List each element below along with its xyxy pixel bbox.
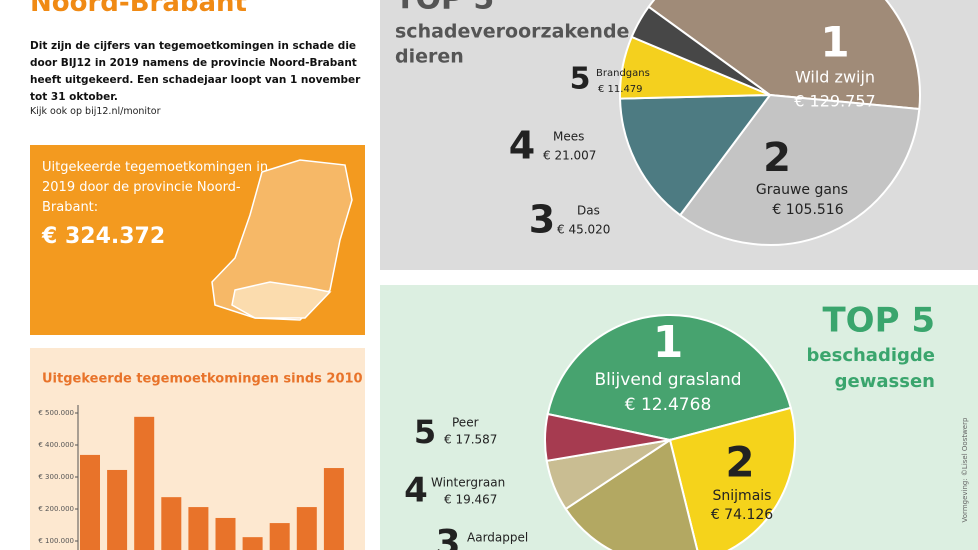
panel-subtitle: beschadigde	[807, 345, 935, 366]
map-nl	[211, 159, 353, 321]
value-label: € 129.757	[794, 92, 875, 111]
pie-slice	[647, 0, 921, 111]
category-label: Brandgans	[596, 68, 650, 79]
bar	[107, 469, 128, 550]
panel-subtitle: gewassen	[835, 371, 935, 392]
bar	[323, 468, 344, 550]
value-label: € 21.007	[543, 149, 596, 163]
value-label: € 57.424	[467, 549, 520, 550]
bar	[80, 454, 100, 550]
rank: 5	[570, 62, 591, 97]
category-label: Peer	[452, 416, 479, 430]
bar	[134, 416, 155, 550]
panel-subtitle: dieren	[395, 46, 464, 68]
pie-slice	[619, 93, 773, 217]
value-label: € 11.479	[598, 84, 643, 95]
credit: Vormgeving: ©Lisel Oostwerp	[961, 417, 969, 522]
rank: 1	[820, 18, 849, 67]
pie-slice	[630, 5, 771, 96]
pie-slice	[564, 438, 699, 550]
rank: 4	[404, 471, 428, 511]
y-tick-label: € 300.000	[38, 473, 74, 481]
value-label: € 17.587	[444, 433, 497, 447]
bar	[215, 517, 236, 550]
rank: 2	[725, 438, 754, 487]
map-brabant	[231, 281, 332, 319]
intro-text: Dit zijn de cijfers van tegemoetkomingen…	[30, 40, 361, 103]
bar	[242, 537, 263, 550]
panel-subtitle: schadeveroorzakende	[395, 21, 629, 43]
y-tick-label: € 200.000	[38, 505, 74, 513]
rank: 1	[653, 317, 684, 368]
pie-slice	[546, 314, 793, 442]
value-label: € 45.020	[557, 223, 610, 237]
category-label: Wintergraan	[431, 476, 505, 490]
rank: 2	[763, 135, 791, 181]
pie-slice	[678, 93, 921, 246]
rank: 5	[414, 413, 436, 451]
category-label: Das	[577, 204, 600, 218]
rank: 4	[509, 124, 535, 168]
total-text: Uitgekeerde tegemoetkomingen in 2019 doo…	[42, 160, 269, 215]
category-label: Aardappel	[467, 531, 528, 545]
bar	[296, 507, 317, 550]
y-tick-label: € 400.000	[38, 441, 74, 449]
panel-title: TOP 5	[822, 301, 935, 341]
total-amount: € 324.372	[42, 224, 166, 249]
category-label: Snijmais	[713, 488, 772, 504]
y-tick-label: € 100.000	[38, 537, 74, 545]
bar	[188, 507, 209, 550]
category-label: Blijvend grasland	[594, 370, 741, 390]
pie-slice	[544, 412, 671, 462]
value-label: € 12.4768	[625, 395, 712, 415]
value-label: € 105.516	[772, 202, 843, 218]
pie-slice	[668, 406, 796, 550]
value-label: € 19.467	[444, 493, 497, 507]
rank: 3	[435, 523, 460, 550]
category-label: Mees	[553, 130, 584, 144]
y-tick-label: € 500.000	[38, 409, 74, 417]
category-label: Grauwe gans	[756, 182, 848, 198]
category-label: Wild zwijn	[795, 68, 875, 87]
chart-title: Uitgekeerde tegemoetkomingen sinds 2010	[42, 372, 363, 387]
value-label: € 74.126	[711, 507, 773, 523]
panel-title: TOP 5	[395, 0, 494, 17]
link-text: Kijk ook op bij12.nl/monitor	[30, 106, 161, 117]
bar	[161, 497, 182, 550]
page-title: Noord-Brabant	[30, 0, 247, 18]
bar	[269, 523, 290, 550]
rank: 3	[529, 198, 555, 242]
